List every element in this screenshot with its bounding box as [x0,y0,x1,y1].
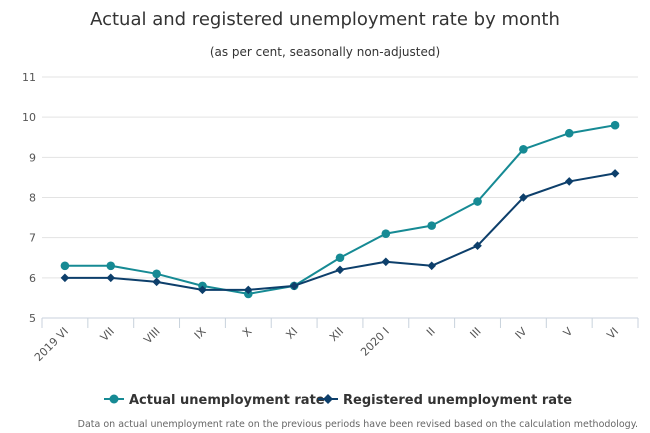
y-tick-label-3: 8 [29,192,36,205]
point-actual-10[interactable] [519,145,528,154]
chart-title: Actual and registered unemployment rate … [90,9,560,30]
point-registered-9[interactable] [473,241,482,250]
x-axis: 2019 VI VII VIII IX X XI XII 2020 I II III IV V VI [32,317,639,364]
legend-registered-marker [323,394,333,404]
y-tick-label-5: 10 [22,111,36,124]
legend: Actual unemployment rate Registered unem… [104,393,572,408]
point-actual-1[interactable] [106,261,116,271]
point-actual-12[interactable] [610,120,620,130]
x-tick-label-6: XII [327,325,346,344]
point-registered-7[interactable] [381,257,391,267]
point-registered-6[interactable] [335,265,345,275]
point-registered-10[interactable] [519,193,528,202]
legend-actual-label: Actual unemployment rate [129,393,325,408]
y-axis-tick-labels: 5 6 7 8 9 10 11 [22,71,36,325]
point-registered-8[interactable] [427,261,436,271]
chart-footnote: Data on actual unemployment rate on the … [78,419,638,430]
chart-subtitle: (as per cent, seasonally non-adjusted) [210,45,440,59]
x-tick-label-10: IV [513,325,530,342]
y-tick-label-6: 11 [22,71,36,84]
point-registered-0[interactable] [60,273,70,283]
legend-item-registered[interactable]: Registered unemployment rate [318,393,572,408]
series-lines [60,120,620,299]
point-actual-9[interactable] [473,197,482,206]
x-tick-label-0: 2019 VI [32,325,71,364]
legend-registered-label: Registered unemployment rate [343,393,572,408]
point-actual-7[interactable] [381,229,391,238]
point-registered-4[interactable] [244,285,253,295]
x-tick-label-3: IX [192,325,209,342]
point-registered-5[interactable] [289,281,299,291]
point-registered-3[interactable] [198,285,207,295]
point-actual-8[interactable] [427,221,436,230]
point-actual-6[interactable] [335,253,345,263]
point-registered-2[interactable] [152,277,161,287]
y-tick-label-0: 5 [29,312,36,325]
x-tick-label-1: VII [98,325,117,344]
series-registered [60,169,620,295]
point-registered-12[interactable] [610,169,620,178]
point-actual-11[interactable] [564,128,574,138]
point-actual-2[interactable] [152,269,161,279]
x-tick-label-12: VI [604,325,621,342]
point-actual-0[interactable] [60,261,70,271]
x-tick-label-11: V [561,325,576,340]
legend-actual-marker [109,394,119,404]
legend-item-actual[interactable]: Actual unemployment rate [104,393,325,408]
point-registered-1[interactable] [106,273,116,283]
x-tick-label-5: XI [283,325,300,342]
point-registered-11[interactable] [564,177,574,186]
x-tick-label-2: VIII [141,325,162,346]
gridlines [42,76,638,279]
y-tick-label-1: 6 [29,272,36,285]
y-tick-label-2: 7 [29,232,36,245]
y-tick-label-4: 9 [29,151,36,164]
x-tick-label-9: III [468,325,484,341]
x-tick-label-4: X [240,325,255,340]
x-tick-label-8: II [424,325,438,339]
x-tick-label-7: 2020 I [358,325,392,359]
